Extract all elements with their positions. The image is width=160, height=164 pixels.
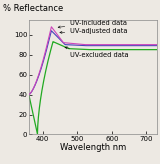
X-axis label: Wavelength nm: Wavelength nm [60, 143, 126, 152]
Text: UV-included data: UV-included data [58, 20, 127, 28]
Text: UV-excluded data: UV-excluded data [65, 47, 129, 58]
Text: % Reflectance: % Reflectance [3, 4, 64, 13]
Text: UV-adjusted data: UV-adjusted data [60, 28, 128, 34]
